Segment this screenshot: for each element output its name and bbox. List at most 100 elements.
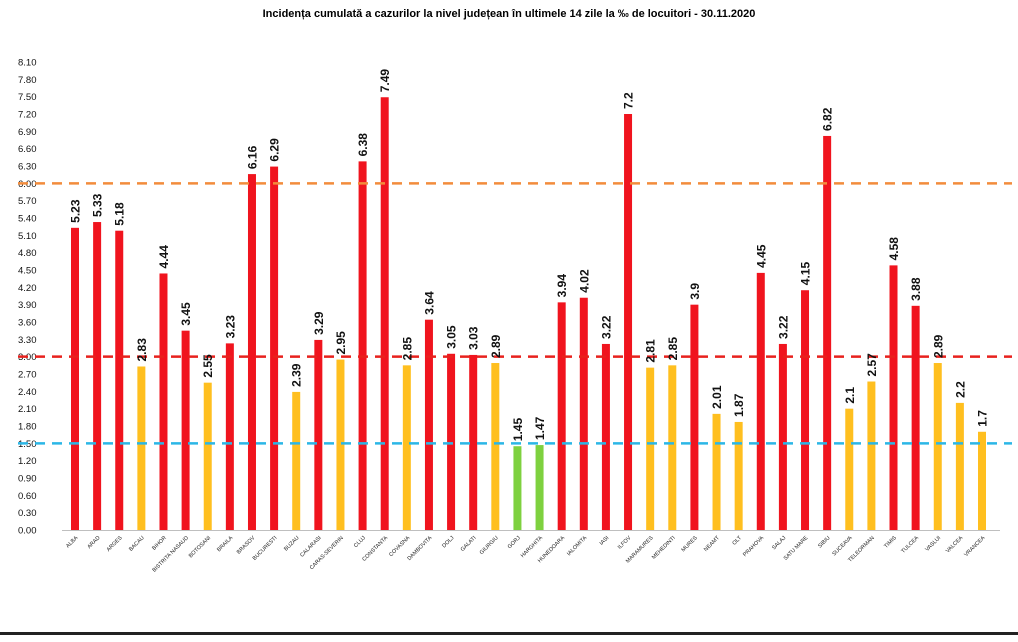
bar-value-label: 3.29 — [312, 311, 326, 335]
bar-value-label: 3.9 — [688, 283, 702, 300]
bar — [889, 265, 898, 530]
bar-value-label: 2.55 — [201, 354, 215, 378]
bar — [778, 343, 787, 530]
y-tick-label: 7.20 — [18, 110, 37, 121]
y-tick-label: 3.90 — [18, 300, 37, 311]
bar-value-label: 4.15 — [799, 262, 813, 286]
y-tick-label: 6.90 — [18, 127, 37, 138]
bar-value-label: 2.83 — [135, 338, 149, 362]
bar-value-label: 3.88 — [909, 277, 923, 301]
bar — [137, 366, 146, 530]
bar — [93, 222, 102, 531]
bar — [292, 391, 301, 530]
bar — [624, 114, 633, 530]
bar-value-label: 2.2 — [953, 381, 967, 398]
bar — [734, 421, 743, 530]
bar — [978, 431, 986, 530]
bar-value-label: 5.33 — [91, 193, 105, 217]
bar — [712, 413, 721, 530]
bar — [646, 367, 655, 530]
bar-value-label: 2.89 — [931, 334, 945, 358]
y-tick-label: 5.40 — [18, 214, 37, 225]
bar — [247, 174, 256, 531]
bar — [314, 339, 323, 530]
bar — [845, 408, 854, 530]
bar-value-label: 2.85 — [400, 337, 414, 361]
bar-value-label: 4.58 — [887, 237, 901, 261]
x-category-label: OLT — [732, 535, 744, 547]
bar-value-label: 4.45 — [754, 244, 768, 268]
bar-value-label: 1.45 — [511, 418, 525, 442]
bar-value-label: 6.29 — [268, 138, 282, 162]
bar-value-label: 3.23 — [223, 315, 237, 339]
bar — [270, 166, 279, 531]
bar — [491, 363, 500, 530]
bar — [513, 446, 522, 530]
bar-value-label: 2.89 — [489, 334, 503, 358]
y-tick-label: 7.80 — [18, 75, 37, 86]
bar — [668, 365, 677, 530]
bars — [71, 97, 986, 531]
bar-value-label: 5.23 — [69, 199, 83, 223]
bar-value-label: 1.47 — [533, 416, 547, 440]
bar — [336, 359, 345, 530]
bar — [955, 402, 964, 530]
y-tick-label: 0.60 — [18, 491, 37, 502]
bar-value-label: 2.1 — [843, 387, 857, 404]
bar-value-label: 1.7 — [976, 410, 990, 427]
bar — [424, 319, 433, 530]
bar-value-label: 5.18 — [113, 202, 127, 226]
bar — [756, 272, 765, 530]
bar — [823, 135, 832, 530]
bar-value-label: 3.45 — [179, 302, 193, 326]
bar-value-label: 6.38 — [356, 133, 370, 157]
bar-value-label: 2.95 — [334, 331, 348, 355]
bar-value-label: 2.81 — [644, 339, 658, 363]
bar-value-label: 6.16 — [245, 145, 259, 169]
x-category-label: IASI — [599, 535, 611, 547]
bar — [181, 330, 190, 530]
bar — [579, 297, 588, 530]
bar — [557, 302, 566, 530]
y-tick-label: 0.30 — [18, 508, 37, 519]
bar — [225, 343, 234, 530]
y-tick-label: 3.30 — [18, 335, 37, 346]
bar-value-label: 3.05 — [445, 325, 459, 349]
bar — [801, 290, 810, 530]
bar-value-label: 1.87 — [732, 393, 746, 417]
bar-value-label: 3.94 — [555, 274, 569, 298]
y-tick-label: 1.80 — [18, 422, 37, 433]
y-tick-label: 0.00 — [18, 526, 37, 537]
bar-value-label: 4.02 — [577, 269, 591, 293]
y-tick-label: 8.10 — [18, 58, 37, 69]
bar — [867, 381, 876, 530]
y-tick-label: 2.40 — [18, 387, 37, 398]
bar — [358, 161, 367, 530]
y-tick-label: 0.90 — [18, 474, 37, 485]
bar-value-label: 3.22 — [599, 315, 613, 339]
bar-value-label: 3.22 — [776, 315, 790, 339]
y-tick-label: 6.30 — [18, 162, 37, 173]
bar-value-label: 7.2 — [622, 92, 636, 109]
bottom-rule — [0, 632, 1018, 635]
y-tick-label: 2.70 — [18, 370, 37, 381]
bar — [535, 445, 544, 530]
y-tick-label: 4.50 — [18, 266, 37, 277]
y-tick-label: 5.10 — [18, 231, 37, 242]
bar — [115, 230, 124, 530]
bar-value-label: 2.85 — [666, 337, 680, 361]
y-tick-label: 1.20 — [18, 456, 37, 467]
bar — [911, 305, 920, 530]
y-tick-label: 3.60 — [18, 318, 37, 329]
bar — [71, 227, 79, 531]
bar-value-label: 3.64 — [422, 291, 436, 315]
bar-value-label: 6.82 — [821, 107, 835, 131]
y-tick-label: 2.10 — [18, 404, 37, 415]
bar-value-label: 7.49 — [378, 69, 392, 93]
bar — [601, 343, 610, 530]
bar — [447, 353, 456, 530]
y-tick-label: 6.60 — [18, 144, 37, 155]
bar-value-label: 3.03 — [467, 326, 481, 350]
